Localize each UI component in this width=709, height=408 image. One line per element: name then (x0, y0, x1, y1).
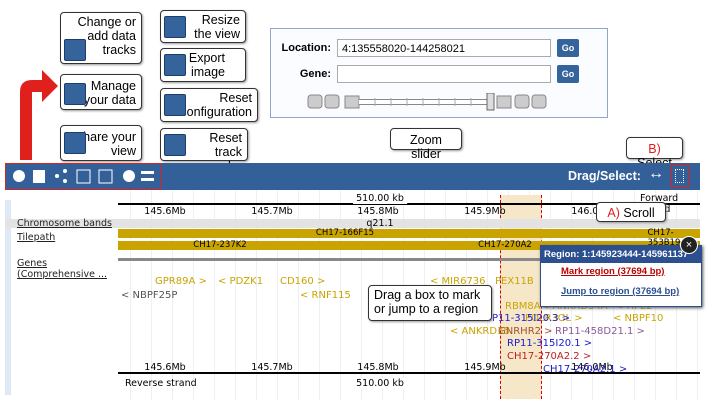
label: Location: (281, 42, 332, 54)
gene-label: CD160 > (280, 276, 326, 287)
gene-label: PEX11B (495, 276, 534, 287)
track-label: Genes (Comprehensive ... (17, 258, 107, 280)
clone-track (118, 229, 700, 238)
ruler (118, 372, 700, 374)
tick-label: 145.8Mb (357, 362, 399, 373)
gene-label: RBM8A (505, 301, 541, 312)
label: Gene: (299, 68, 331, 80)
tick-label: 145.7Mb (251, 362, 293, 373)
drag-select-label: Drag/Select: (568, 169, 641, 183)
gene-label: < PDZK1 (218, 276, 264, 287)
gene-label: RP11-458D21.1 > (555, 326, 645, 337)
callout: Manage your data (60, 74, 142, 110)
icons[interactable] (11, 168, 156, 185)
tick-label: 145.6Mb (144, 362, 186, 373)
callout: Zoom slider (390, 128, 462, 161)
callout: Reset configuration (160, 88, 258, 122)
gene-label: < NBPF25P (121, 290, 178, 301)
band-label: q21.1 (366, 218, 394, 229)
gene-label: RP11-315I20.3 > (485, 313, 571, 324)
gene-label: < NBPF10 (613, 313, 664, 324)
callout: B) Select (626, 137, 683, 170)
gene-track (118, 258, 700, 261)
kb-label: 510.00 kb (353, 378, 407, 389)
ruler (118, 203, 700, 205)
gene-input[interactable] (337, 65, 551, 83)
mark-link[interactable]: Mark region (37694 bp) (561, 266, 665, 277)
gene-label: < ANKRD35 (450, 326, 510, 337)
location-input[interactable]: 4:135558020-144258021 (337, 39, 551, 57)
popup-header: Region: 1:145923444-145961137 (541, 246, 701, 263)
arrow (20, 70, 58, 160)
clone-label: CH17-166F15 (315, 228, 375, 238)
close-button[interactable]: × (680, 236, 698, 254)
gene-label: RP11-315I20.1 > (507, 338, 593, 349)
region-popup: Region: 1:145923444-145961137 Mark regio… (540, 245, 702, 307)
scroll-mode[interactable]: ↔ (648, 165, 664, 182)
label-stripe (5, 200, 11, 395)
gene-label: GPR89A > (155, 276, 207, 287)
tick-label: 146.0Mb (571, 362, 613, 373)
location-panel: Location: 4:135558020-144258021 Go Gene:… (270, 28, 608, 118)
callout: Export image (160, 48, 246, 82)
jump-link[interactable]: Jump to region (37694 bp) (561, 286, 680, 297)
tick-label: 145.9Mb (464, 206, 506, 217)
go-button[interactable]: Go (557, 39, 579, 57)
clone-label: CH17-237K2 (193, 240, 247, 250)
strand-label: Reverse strand (125, 378, 197, 389)
toolbar-icons (5, 163, 161, 190)
go-button[interactable]: Go (557, 65, 579, 83)
clone-track (118, 241, 700, 250)
clone-label: CH17-270A2 (478, 240, 532, 250)
track-label: Chromosome bands (17, 218, 112, 229)
tick-label: 145.9Mb (464, 362, 506, 373)
callout: Share your view (60, 125, 142, 161)
gene-label: < RNF115 (300, 290, 351, 301)
callout: Resize the view (160, 10, 246, 43)
zoom-slider[interactable] (307, 93, 557, 111)
tick-label: 145.7Mb (251, 206, 293, 217)
callout: A) Scroll (596, 202, 666, 222)
gene-label: POLR3GL > (525, 313, 583, 324)
track-label: Tilepath (17, 232, 56, 243)
select-mode[interactable] (670, 165, 689, 187)
clone-label: CH17-353B19 (647, 228, 681, 248)
tick-label: 146.0Mb (571, 206, 613, 217)
gene-label: GNRHR2 > (498, 326, 553, 337)
callout: Reset track order (160, 128, 248, 173)
tick-label: 145.8Mb (357, 206, 399, 217)
gene-label: CH17-270A2.1 > (543, 364, 628, 375)
toolbar: Drag/Select: ↔ (5, 163, 700, 190)
gene-label: < MIR6736 (430, 276, 486, 287)
tick-label: 145.6Mb (144, 206, 186, 217)
gene-label: CH17-270A2.2 > (507, 351, 592, 362)
callout: Drag a box to mark or jump to a region (368, 285, 492, 321)
band-track (5, 219, 700, 228)
kb-label: 510.00 kb (353, 193, 407, 204)
callout: Change or add data tracks (60, 12, 142, 64)
